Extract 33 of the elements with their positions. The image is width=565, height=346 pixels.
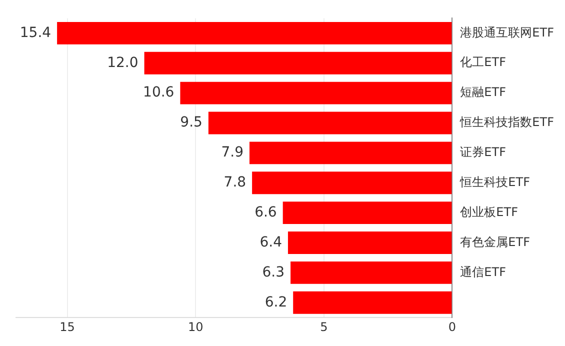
data-label: 7.8	[224, 174, 246, 191]
bar	[288, 232, 452, 254]
data-label: 6.3	[262, 264, 285, 280]
y-tick-label: 恒生科技ETF	[459, 174, 530, 189]
data-label: 15.4	[20, 24, 52, 41]
x-tick-label: 0	[448, 320, 456, 334]
y-tick-label: 证券ETF	[460, 145, 506, 160]
bar	[249, 142, 452, 164]
y-tick-label: 短融ETF	[460, 85, 506, 100]
data-label: 6.4	[260, 234, 282, 250]
bar	[57, 22, 452, 44]
y-tick-label: 港股通互联网ETF	[460, 25, 554, 40]
bar	[282, 202, 452, 224]
y-tick-label: 化工ETF	[460, 55, 506, 70]
bar	[144, 52, 452, 74]
bar	[290, 261, 452, 284]
data-label: 7.9	[221, 144, 244, 161]
x-tick-label: 10	[188, 320, 204, 334]
bar	[180, 82, 452, 104]
x-tick-label: 5	[320, 320, 328, 334]
bar	[208, 112, 452, 134]
data-label: 12.0	[107, 54, 138, 71]
y-tick-label: 恒生科技指数ETF	[459, 115, 554, 130]
x-tick-label: 15	[60, 320, 75, 334]
data-label: 6.6	[254, 204, 277, 220]
data-label: 6.2	[264, 294, 288, 310]
data-label: 9.5	[180, 114, 202, 131]
bar	[293, 291, 452, 314]
bar	[252, 172, 452, 194]
y-tick-label: 创业板ETF	[460, 204, 518, 219]
y-tick-label: 通信ETF	[460, 264, 506, 279]
data-label: 10.6	[143, 84, 174, 101]
y-tick-label: 有色金属ETF	[460, 234, 530, 249]
